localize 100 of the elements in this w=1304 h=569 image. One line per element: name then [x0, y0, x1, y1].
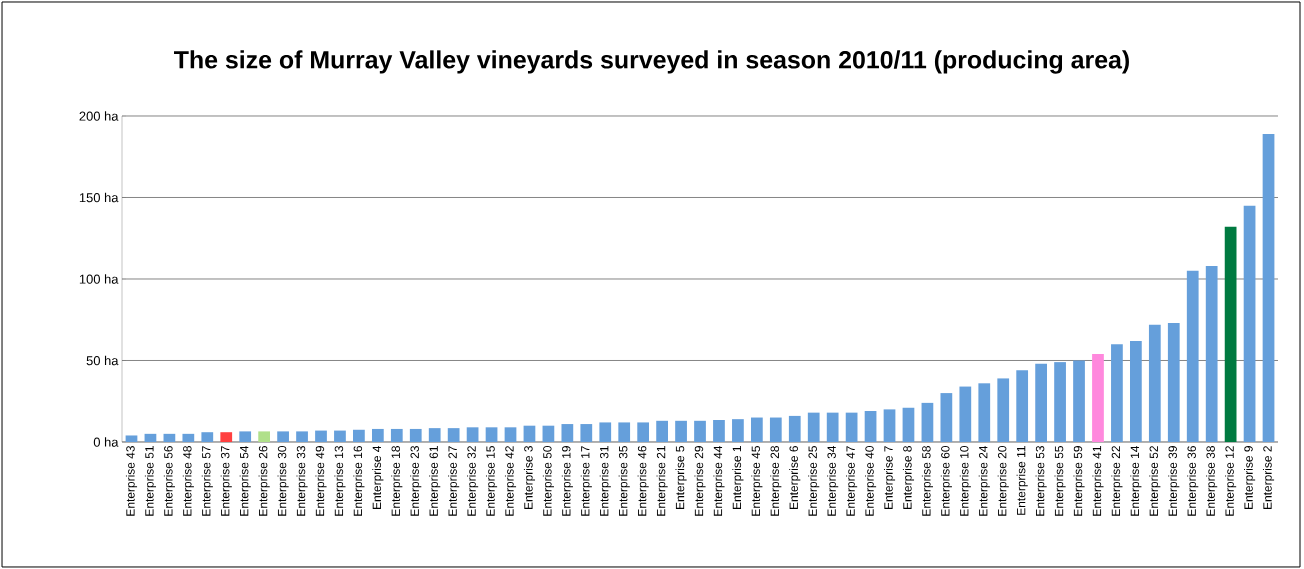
- x-tick-label: Enterprise 58: [921, 446, 933, 516]
- x-tick-label: Enterprise 41: [1092, 446, 1104, 516]
- bar: [1167, 323, 1180, 442]
- bar: [713, 419, 725, 442]
- x-tick-label: Enterprise 14: [1130, 445, 1142, 516]
- x-tick-label: Enterprise 19: [561, 446, 573, 516]
- bar: [1016, 370, 1029, 442]
- bar: [390, 428, 403, 442]
- x-tick-label: Enterprise 32: [467, 446, 479, 516]
- x-tick-label: Enterprise 48: [182, 446, 194, 516]
- bar: [883, 409, 896, 442]
- bar: [978, 383, 991, 442]
- x-tick-label: Enterprise 22: [1111, 446, 1123, 516]
- bar: [201, 432, 214, 442]
- x-tick-label: Enterprise 38: [1206, 446, 1218, 516]
- bar: [334, 430, 346, 442]
- x-tick-label: Enterprise 40: [865, 445, 877, 516]
- x-tick-label: Enterprise 60: [940, 445, 952, 516]
- x-tick-label: Enterprise 26: [258, 446, 270, 516]
- y-tick-label: 0 ha: [93, 437, 119, 447]
- x-tick-label: Enterprise 56: [163, 446, 175, 516]
- x-tick-label: Enterprise 47: [846, 446, 858, 516]
- bar: [959, 386, 972, 442]
- bar: [750, 417, 763, 442]
- bar: [1130, 340, 1142, 442]
- x-tick-label: Enterprise 42: [504, 446, 517, 516]
- x-tick-label: Enterprise 35: [618, 446, 630, 516]
- chart-title: The size of Murray Valley vineyards surveyed in season 2010/11 (producing area): [174, 50, 1129, 74]
- x-tick-label: Enterprise 43: [125, 446, 138, 516]
- x-tick-label: Enterprise 53: [1035, 446, 1047, 516]
- bar: [1035, 363, 1047, 442]
- bar: [485, 427, 498, 442]
- x-tick-label: Enterprise 8: [902, 446, 915, 509]
- x-tick-label: Enterprise 4: [372, 445, 384, 509]
- bar: [997, 378, 1010, 442]
- bar: [371, 428, 384, 442]
- bar: [1111, 344, 1123, 442]
- bar: [769, 417, 782, 442]
- x-tick-label: Enterprise 1: [732, 446, 744, 509]
- bar: [523, 425, 536, 442]
- bar: [466, 427, 479, 442]
- bar: [163, 433, 176, 442]
- x-tick-label: Enterprise 37: [220, 446, 232, 516]
- bar: [542, 425, 555, 442]
- x-tick-label: Enterprise 5: [675, 446, 687, 509]
- bar: [807, 412, 820, 442]
- x-tick-label: Enterprise 39: [1168, 446, 1180, 516]
- y-tick-label: 200 ha: [79, 111, 119, 121]
- bar: [561, 424, 574, 442]
- x-tick-label: Enterprise 15: [485, 446, 498, 516]
- bar: [409, 428, 422, 442]
- x-tick-label: Enterprise 20: [997, 445, 1009, 516]
- bar: [277, 431, 289, 442]
- x-tick-label: Enterprise 45: [751, 446, 763, 516]
- bar: [921, 402, 934, 442]
- x-tick-label: Enterprise 9: [1244, 446, 1256, 509]
- x-tick-label: Enterprise 44: [713, 445, 725, 516]
- x-tick-label: Enterprise 6: [789, 446, 801, 509]
- bar: [220, 432, 233, 442]
- x-tick-label: Enterprise 13: [334, 446, 346, 516]
- x-tick-label: Enterprise 25: [808, 446, 820, 516]
- bar: [447, 428, 460, 442]
- bar: [1186, 270, 1199, 442]
- y-tick-label: 150 ha: [79, 192, 119, 203]
- bar: [1205, 265, 1218, 442]
- bar: [1243, 205, 1256, 442]
- x-tick-label: Enterprise 23: [410, 446, 422, 516]
- bar: [1054, 362, 1066, 442]
- x-tick-label: Enterprise 52: [1149, 446, 1161, 516]
- bar: [296, 431, 308, 442]
- bar: [1073, 360, 1085, 442]
- x-tick-label: Enterprise 50: [542, 445, 554, 516]
- x-tick-label: Enterprise 51: [144, 446, 157, 516]
- x-tick-label: Enterprise 16: [353, 446, 365, 516]
- x-tick-label: Enterprise 21: [656, 446, 668, 516]
- x-tick-label: Enterprise 61: [429, 446, 441, 516]
- x-tick-label: Enterprise 57: [201, 446, 213, 516]
- y-tick-label: 100 ha: [79, 274, 119, 284]
- x-tick-label: Enterprise 2: [1262, 446, 1275, 509]
- bar: [637, 422, 650, 442]
- bar: [315, 430, 327, 442]
- bar: [125, 435, 138, 442]
- bar: [144, 433, 157, 442]
- bar: [845, 412, 858, 442]
- bar: [940, 393, 953, 442]
- bar: [1092, 353, 1104, 442]
- bar: [599, 422, 612, 442]
- x-tick-label: Enterprise 30: [277, 445, 289, 516]
- x-tick-label: Enterprise 7: [883, 446, 896, 509]
- x-tick-label: Enterprise 18: [391, 446, 403, 516]
- bar: [618, 422, 631, 442]
- bar: [258, 431, 271, 442]
- x-tick-label: Enterprise 36: [1187, 446, 1199, 516]
- x-tick-label: Enterprise 28: [770, 446, 782, 516]
- bar: [656, 420, 668, 442]
- x-tick-label: Enterprise 33: [296, 446, 308, 516]
- y-tick-label: 50 ha: [86, 355, 119, 366]
- x-tick-label: Enterprise 31: [599, 446, 611, 516]
- x-tick-label: Enterprise 24: [978, 445, 990, 516]
- x-tick-label: Enterprise 34: [827, 445, 839, 516]
